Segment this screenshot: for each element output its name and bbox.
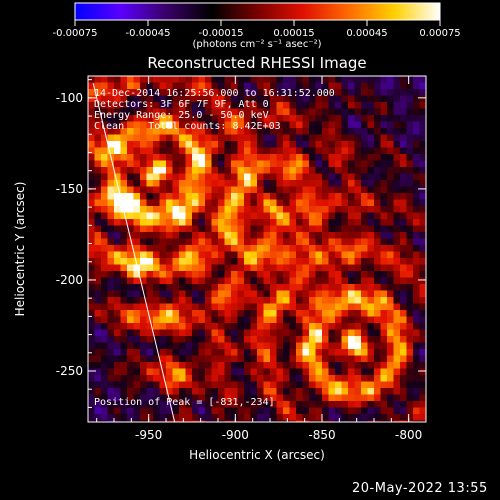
heatmap-image bbox=[88, 76, 426, 422]
y-axis: -100 -150 -200 -250 bbox=[56, 79, 426, 408]
colorbar-tick-label: -0.00045 bbox=[126, 28, 171, 39]
y-tick-label: -200 bbox=[56, 273, 83, 287]
y-tick-label: -150 bbox=[56, 182, 83, 196]
colorbar-tick-label: 0.00045 bbox=[346, 28, 387, 39]
colorbar-tick-label: 0.00015 bbox=[273, 28, 314, 39]
colorbar-tick-label: -0.00015 bbox=[199, 28, 244, 39]
timestamp: 20-May-2022 13:55 bbox=[352, 481, 488, 496]
solar-limb-line bbox=[92, 83, 176, 422]
chart-title: Reconstructed RHESSI Image bbox=[147, 54, 366, 72]
colorbar: -0.00075 -0.00045 -0.00015 0.00015 0.00045 0.… bbox=[53, 2, 461, 50]
colorbar-unit-label: (photons cm⁻² s⁻¹ asec⁻²) bbox=[192, 39, 321, 50]
x-tick-label: -800 bbox=[395, 428, 422, 442]
y-tick-label: -250 bbox=[56, 364, 83, 378]
y-axis-label: Heliocentric Y (arcsec) bbox=[13, 182, 27, 317]
colorbar-tick-label: -0.00075 bbox=[53, 28, 98, 39]
x-tick-label: -950 bbox=[135, 428, 162, 442]
colorbar-bar bbox=[74, 2, 441, 21]
x-axis-label: Heliocentric X (arcsec) bbox=[189, 448, 325, 462]
colorbar-ticks: -0.00075 -0.00045 -0.00015 0.00015 0.00045 0.… bbox=[53, 20, 461, 39]
x-tick-label: -900 bbox=[222, 428, 249, 442]
x-axis: -950 -900 -850 -800 bbox=[96, 76, 427, 442]
colorbar-tick-label: 0.00075 bbox=[419, 28, 460, 39]
x-tick-label: -850 bbox=[308, 428, 335, 442]
plot-frame bbox=[87, 75, 427, 423]
y-tick-label: -100 bbox=[56, 91, 83, 105]
